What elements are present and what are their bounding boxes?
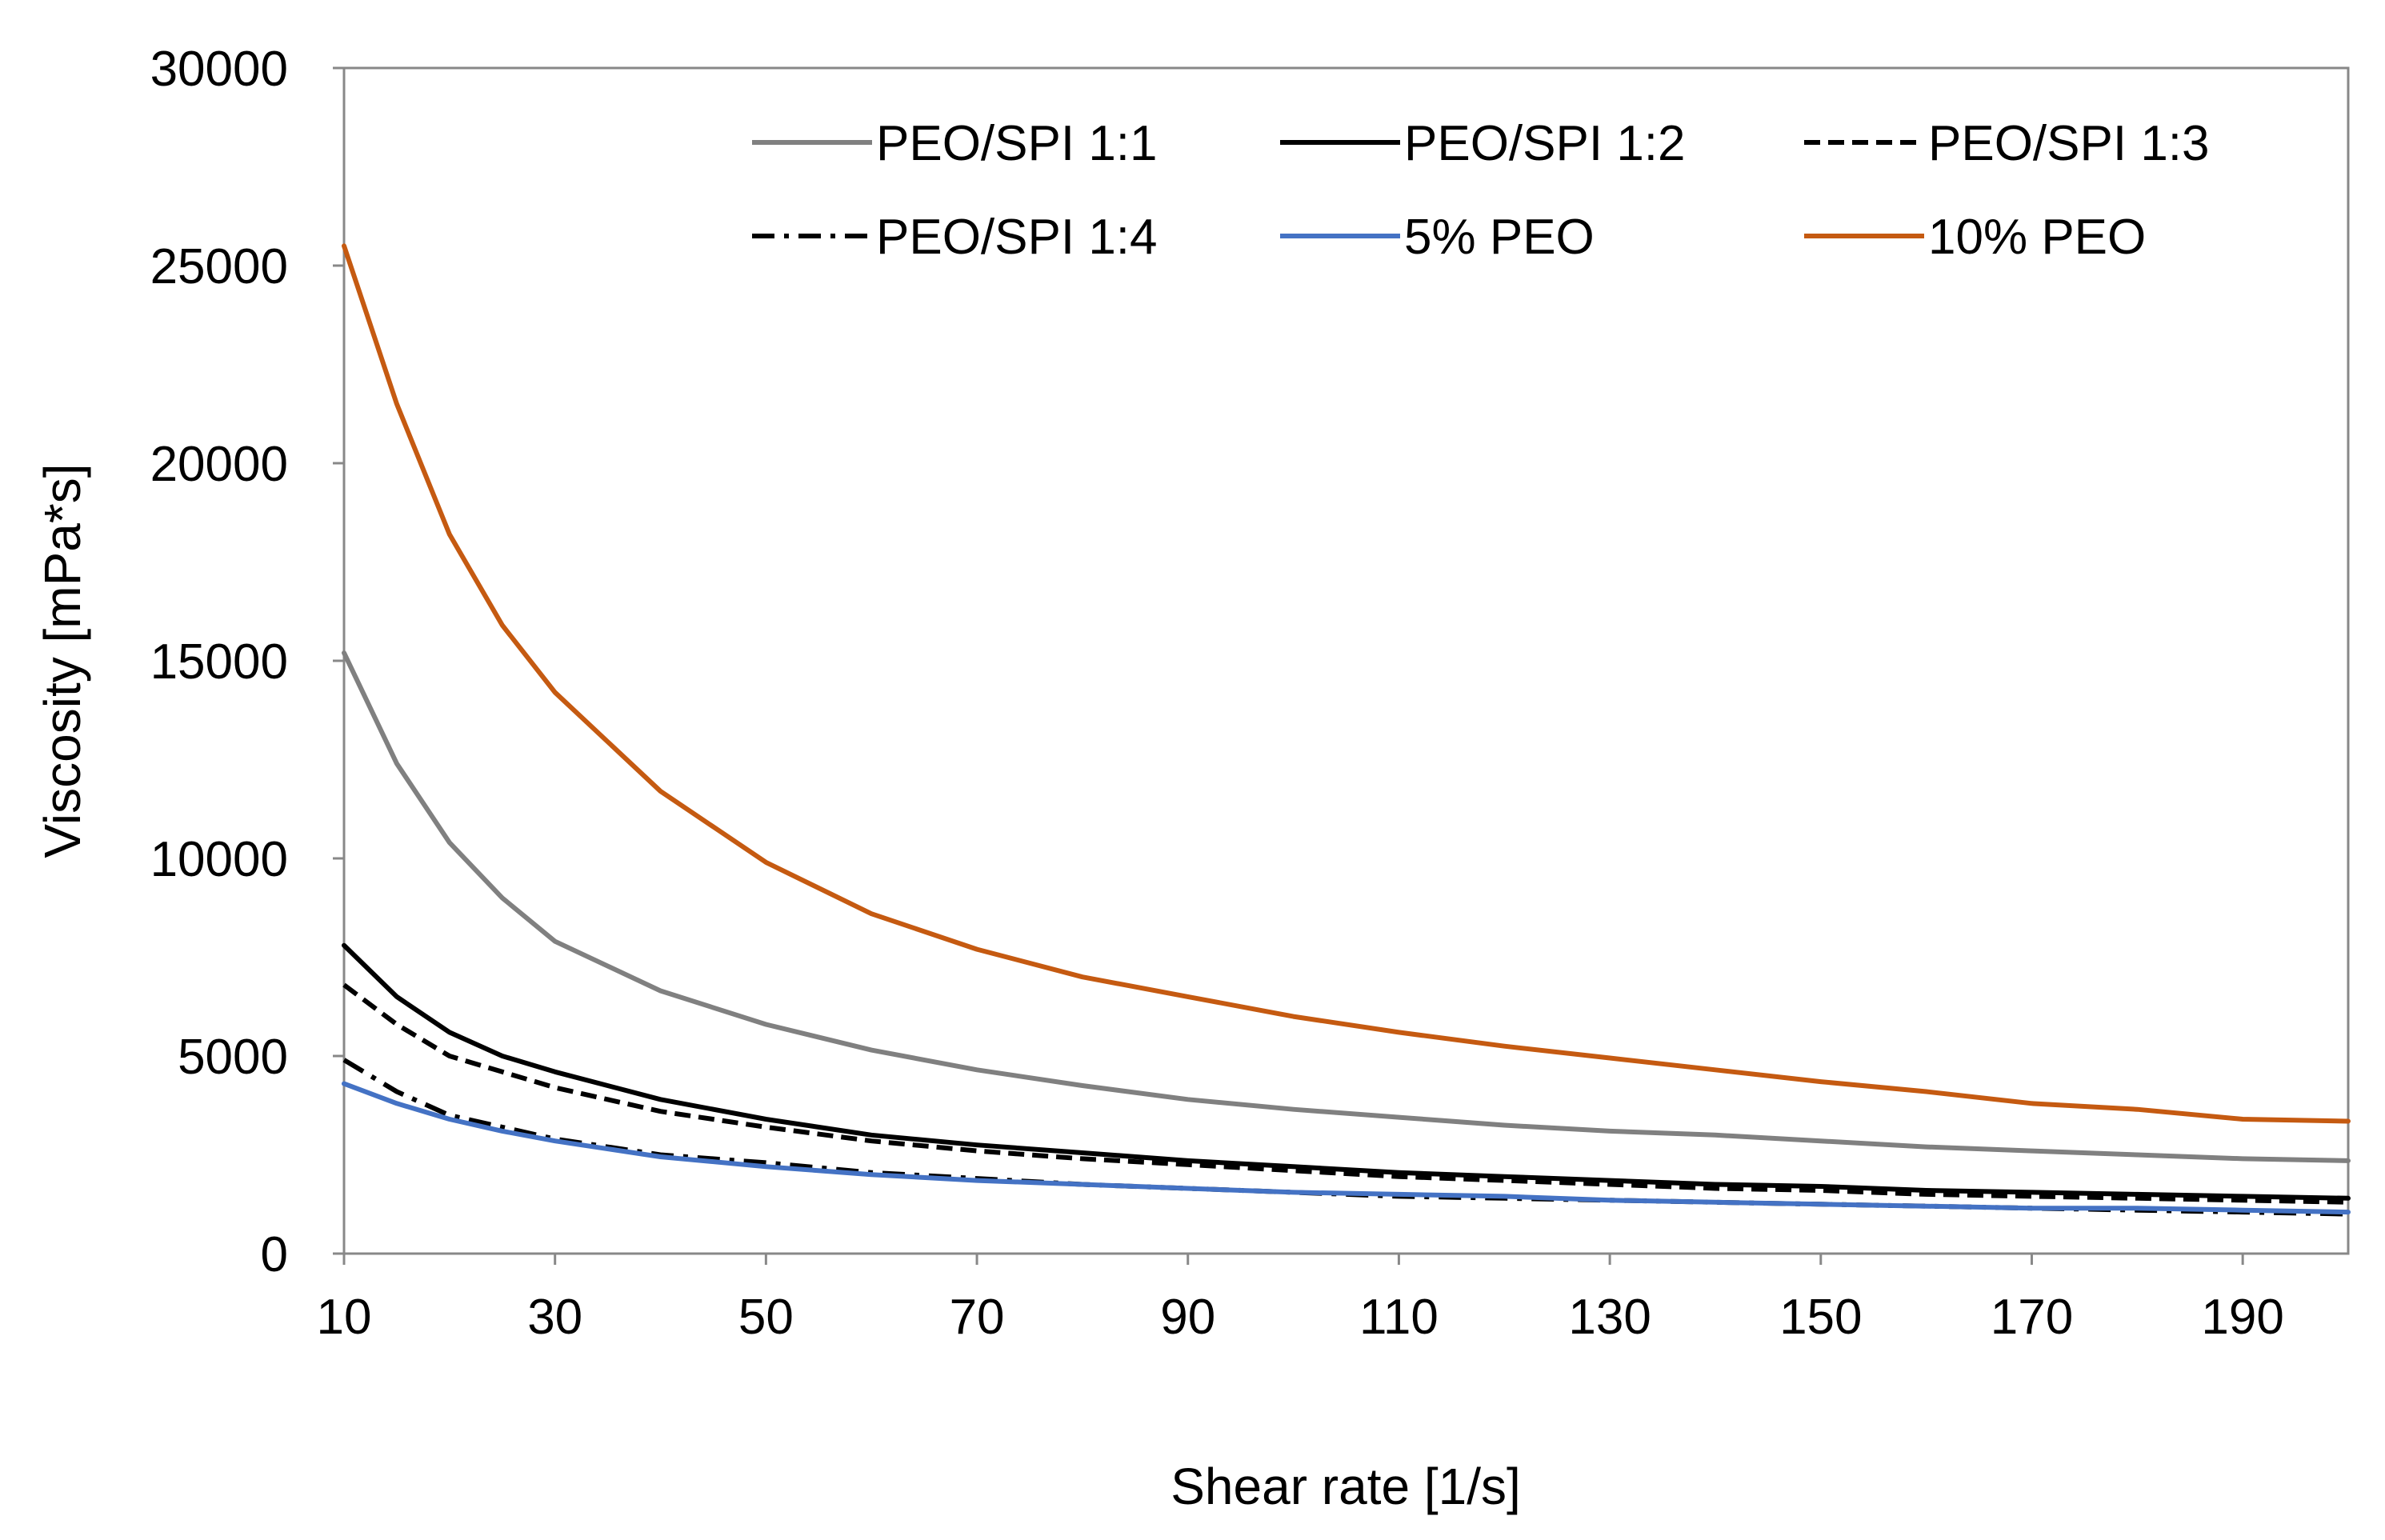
legend-label-5: 10% PEO (1928, 210, 2146, 265)
x-tick-label: 170 (1991, 1290, 2073, 1345)
series-lines (342, 243, 2351, 1217)
x-tick-label: 150 (1779, 1290, 1862, 1345)
x-tick-label: 190 (2201, 1290, 2283, 1345)
plot-area (342, 66, 2350, 1255)
legend-label-0: PEO/SPI 1:1 (876, 116, 1158, 171)
legend: PEO/SPI 1:1 PEO/SPI 1:2 PEO/SPI 1:3 PEO/SPI… (752, 116, 2210, 265)
y-axis-label: Viscosity [mPa*s] (34, 463, 91, 858)
x-axis-ticks: 10 30 50 70 90 110 130 150 170 190 (317, 1254, 2284, 1345)
x-tick-label: 50 (738, 1290, 794, 1345)
series-line-5 (342, 243, 2351, 1124)
series-line-1 (342, 942, 2351, 1201)
y-tick-label: 30000 (150, 42, 288, 97)
x-tick-label: 130 (1568, 1290, 1651, 1345)
x-tick-label: 10 (317, 1290, 372, 1345)
legend-label-1: PEO/SPI 1:2 (1404, 116, 1686, 171)
y-axis-ticks: 0 5000 10000 15000 20000 25000 30000 (150, 42, 344, 1282)
series-line-4 (342, 1081, 2351, 1215)
x-tick-label: 70 (950, 1290, 1005, 1345)
x-axis-label: Shear rate [1/s] (1170, 1458, 1521, 1515)
legend-label-2: PEO/SPI 1:3 (1928, 116, 2210, 171)
y-tick-label: 0 (261, 1227, 288, 1282)
x-tick-label: 110 (1359, 1290, 1439, 1345)
y-tick-label: 10000 (150, 832, 288, 887)
legend-label-3: PEO/SPI 1:4 (876, 210, 1158, 265)
series-line-0 (342, 650, 2351, 1163)
x-tick-label: 30 (527, 1290, 582, 1345)
y-tick-label: 5000 (178, 1030, 288, 1085)
y-tick-label: 15000 (150, 634, 288, 690)
legend-label-4: 5% PEO (1404, 210, 1595, 265)
x-tick-label: 90 (1160, 1290, 1215, 1345)
y-tick-label: 20000 (150, 437, 288, 492)
series-line-2 (342, 982, 2349, 1205)
y-tick-label: 25000 (150, 239, 288, 294)
